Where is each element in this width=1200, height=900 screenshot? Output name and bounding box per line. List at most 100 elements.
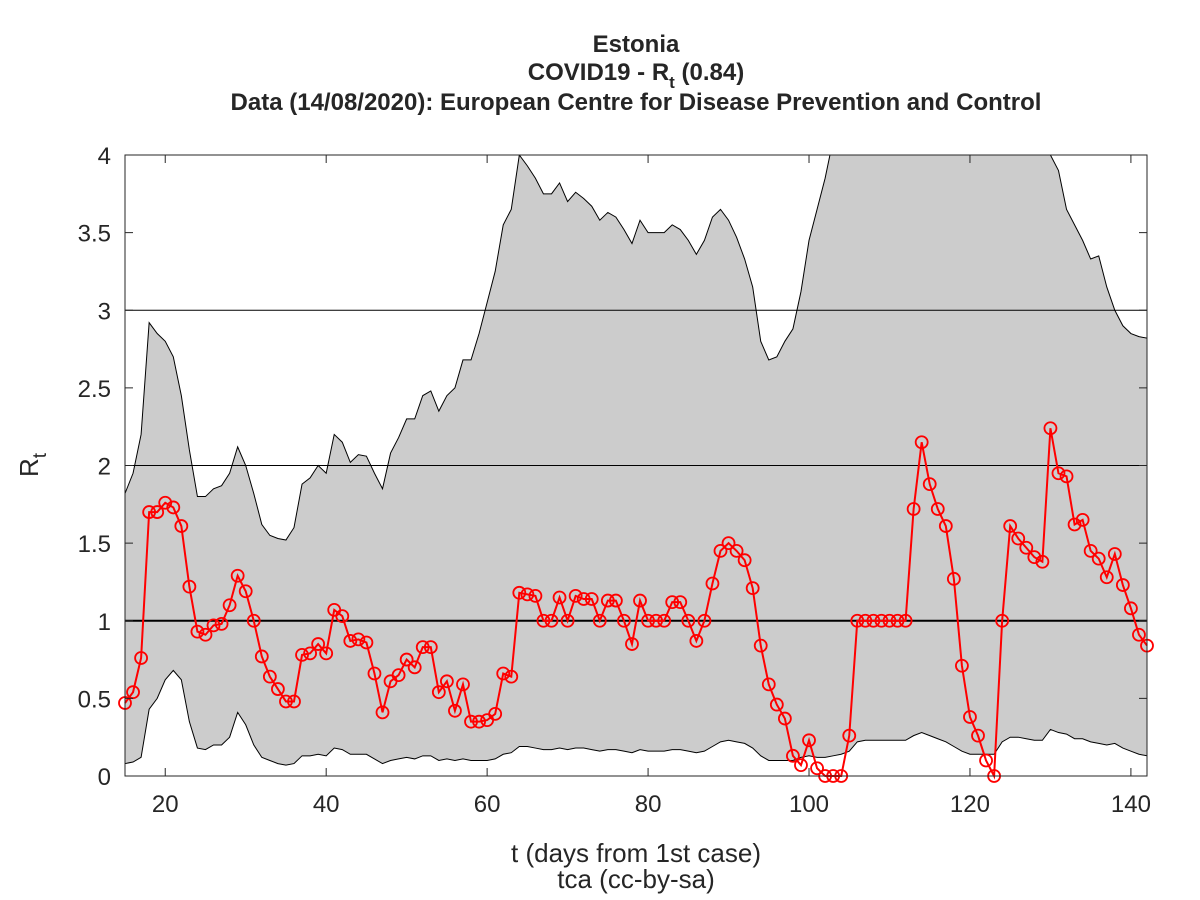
rt-marker: [930, 502, 945, 516]
rt-marker: [705, 576, 720, 591]
rt-marker: [158, 495, 173, 510]
rt-marker: [794, 758, 808, 773]
chart-title: Estonia: [593, 31, 680, 58]
y-tick-label: 4: [98, 143, 111, 170]
rt-marker: [343, 634, 358, 648]
y-axis-label: Rt: [14, 452, 51, 477]
rt-marker: [126, 685, 140, 700]
rt-marker: [633, 593, 647, 608]
rt-marker: [906, 502, 921, 516]
rt-marker: [174, 519, 189, 533]
rt-marker: [359, 635, 374, 650]
chart-source: Data (14/08/2020): European Centre for D…: [231, 89, 1042, 116]
rt-marker: [681, 613, 696, 628]
rt-marker: [617, 613, 631, 628]
rt-marker: [858, 613, 873, 628]
rt-marker: [520, 587, 535, 602]
rt-marker: [592, 613, 607, 628]
rt-marker: [544, 613, 559, 628]
rt-marker: [1107, 547, 1122, 561]
y-tick-label: 0: [98, 764, 111, 791]
rt-marker: [238, 584, 253, 599]
rt-marker: [1124, 601, 1138, 616]
rt-marker: [657, 613, 672, 628]
rt-marker: [979, 753, 993, 768]
plot-clip: [125, 155, 1147, 766]
rt-marker: [874, 613, 889, 628]
rt-marker: [375, 705, 390, 720]
rt-marker: [914, 435, 929, 450]
rt-marker: [1067, 517, 1082, 532]
rt-marker: [198, 627, 213, 642]
rt-marker: [729, 543, 744, 558]
rt-marker: [850, 613, 865, 628]
rt-marker: [1099, 570, 1114, 585]
rt-marker: [504, 669, 519, 684]
rt-marker: [552, 590, 567, 605]
rt-marker: [721, 536, 736, 551]
rt-marker: [641, 613, 655, 628]
rt-marker: [938, 519, 953, 533]
x-tick-label: 100: [789, 791, 829, 818]
x-tick-label: 40: [313, 791, 340, 818]
rt-marker: [206, 618, 221, 633]
rt-marker: [737, 553, 752, 568]
rt-marker: [319, 646, 334, 661]
rt-marker: [512, 585, 527, 600]
rt-marker: [625, 637, 639, 651]
rt-marker: [786, 748, 800, 763]
rt-marker: [584, 592, 599, 606]
band-edge: [125, 155, 1147, 541]
rt-marker: [134, 651, 148, 665]
ylabel-sub: t: [30, 452, 51, 458]
rt-marker: [270, 682, 285, 696]
rt-marker: [689, 634, 704, 648]
y-tick-label: 3: [98, 298, 111, 325]
rt-marker: [713, 543, 728, 558]
plot-area: 0 0.5 1 1.5 2 2.5 3 3.5 4 20 40 60 80 100 120 140: [78, 143, 1154, 818]
subtitle-text: (0.84): [675, 59, 744, 86]
rt-marker: [1011, 531, 1026, 546]
rt-marker: [608, 593, 623, 608]
rt-marker: [415, 640, 430, 655]
rt-marker: [230, 568, 245, 583]
rt-marker: [287, 694, 301, 709]
rt-marker: [407, 660, 422, 675]
x-tick-label: 60: [474, 791, 501, 818]
rt-marker: [536, 613, 551, 628]
rt-marker: [254, 649, 269, 664]
x-tick-label: 140: [1111, 791, 1151, 818]
rt-marker: [922, 477, 937, 492]
rt-marker: [472, 714, 486, 729]
rt-marker: [649, 613, 664, 628]
rt-marker: [246, 613, 261, 628]
rt-marker: [1115, 578, 1130, 592]
x-tick-label: 20: [152, 791, 179, 818]
x-axis-label: t (days from 1st case): [511, 838, 761, 868]
rt-marker: [464, 714, 478, 729]
rt-marker: [496, 666, 511, 681]
rt-marker: [262, 669, 277, 684]
rt-marker: [1059, 469, 1074, 484]
rt-marker: [753, 638, 768, 653]
rt-marker: [150, 505, 165, 519]
rt-marker: [963, 710, 977, 724]
rt-marker: [391, 668, 406, 682]
rt-marker: [367, 666, 382, 681]
rt-marker: [190, 624, 205, 639]
rt-marker: [769, 697, 784, 712]
rt-marker: [214, 616, 229, 631]
rt-marker: [600, 593, 615, 608]
rt-marker: [1132, 627, 1146, 642]
rt-marker: [560, 613, 575, 628]
rt-marker: [576, 592, 591, 606]
ylabel-text: R: [14, 458, 44, 477]
rt-marker: [439, 674, 454, 689]
y-tick-label: 1.5: [78, 531, 111, 558]
y-tick-label: 0.5: [78, 686, 111, 713]
rt-marker: [665, 595, 680, 610]
rt-marker: [568, 589, 583, 603]
rt-marker: [777, 711, 792, 726]
rt-marker: [335, 609, 350, 623]
rt-marker: [295, 648, 309, 662]
